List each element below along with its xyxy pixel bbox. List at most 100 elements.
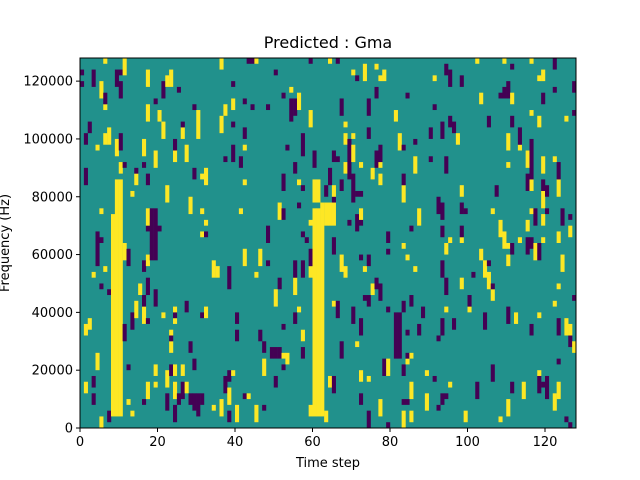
heatmap-cell <box>506 306 511 324</box>
heatmap-cell <box>355 214 360 232</box>
heatmap-cell <box>145 277 150 296</box>
heatmap-cell <box>103 266 108 272</box>
heatmap-cell <box>242 393 247 400</box>
heatmap-cell <box>180 381 185 400</box>
heatmap-cell <box>242 179 247 186</box>
heatmap-cell <box>428 156 433 163</box>
heatmap-cell <box>223 104 228 116</box>
heatmap-cell <box>223 156 228 163</box>
heatmap-cell <box>103 92 108 105</box>
heatmap-cell <box>537 115 542 128</box>
heatmap-cell <box>386 306 391 313</box>
heatmap-cell <box>366 375 371 382</box>
heatmap-cell <box>83 323 88 336</box>
heatmap-cell <box>378 399 383 417</box>
heatmap-cell <box>401 364 406 376</box>
heatmap-cell <box>343 162 348 174</box>
heatmap-cell <box>250 58 255 64</box>
heatmap-cell <box>242 144 247 151</box>
heatmap-cell <box>339 254 344 272</box>
heatmap-cell <box>525 237 530 255</box>
heatmap-cell <box>374 63 379 70</box>
heatmap-cell <box>556 318 561 336</box>
heatmap-cell <box>331 237 336 255</box>
heatmap-cell <box>552 300 557 307</box>
heatmap-cell <box>455 133 460 145</box>
heatmap-cell <box>525 219 530 232</box>
heatmap-cell <box>308 219 313 226</box>
heatmap-cell <box>80 69 85 76</box>
heatmap-cell <box>401 185 406 203</box>
heatmap-cell <box>479 92 484 105</box>
heatmap-cell <box>130 410 135 417</box>
heatmap-cell <box>235 329 240 342</box>
heatmap-cell <box>273 289 278 307</box>
heatmap-cell <box>502 231 507 249</box>
heatmap-cell <box>424 393 429 411</box>
heatmap-cell <box>525 173 530 191</box>
heatmap-cell <box>506 133 511 151</box>
heatmap-cell <box>91 393 96 405</box>
heatmap-cell <box>169 341 174 353</box>
heatmap-cell <box>289 98 294 122</box>
heatmap-cell <box>529 179 534 191</box>
heatmap-cell <box>103 58 108 64</box>
heatmap-cell <box>300 185 305 191</box>
heatmap-cell <box>91 69 96 87</box>
heatmap-cell <box>378 173 383 186</box>
heatmap-cell <box>293 260 298 278</box>
heatmap-cell <box>324 185 329 197</box>
heatmap-cell <box>541 237 546 243</box>
heatmap-cell <box>142 306 147 324</box>
heatmap-cell <box>118 179 123 417</box>
heatmap-cell <box>378 75 383 82</box>
y-tick-label: 100000 <box>23 132 73 147</box>
heatmap-cell <box>165 370 170 388</box>
heatmap-cell <box>262 404 267 411</box>
heatmap-cell <box>479 248 484 261</box>
heatmap-cell <box>564 318 569 336</box>
heatmap-cell <box>351 306 356 324</box>
heatmap-cell <box>192 104 197 111</box>
heatmap-cell <box>510 115 515 128</box>
heatmap-cell <box>87 121 92 134</box>
x-tick-label: 60 <box>304 435 321 450</box>
heatmap-cell <box>173 364 178 376</box>
heatmap-cell <box>490 364 495 382</box>
heatmap-cell <box>506 162 511 168</box>
heatmap-cell <box>359 318 364 336</box>
heatmap-cell <box>382 358 387 376</box>
heatmap-cell <box>118 69 123 76</box>
heatmap-cell <box>331 185 336 197</box>
heatmap-cell <box>490 289 495 301</box>
heatmap-cell <box>552 58 557 70</box>
heatmap-cell <box>99 283 104 290</box>
heatmap-cell <box>459 237 464 243</box>
heatmap-cell <box>192 393 197 411</box>
y-tick-label: 20000 <box>32 364 73 379</box>
heatmap-cell <box>258 248 263 267</box>
heatmap-cell <box>273 375 278 388</box>
heatmap-cell <box>324 410 329 423</box>
heatmap-cell <box>122 162 127 168</box>
heatmap-cell <box>142 138 147 157</box>
heatmap-cell <box>401 300 406 313</box>
heatmap-cell <box>362 63 367 82</box>
heatmap-cell <box>153 381 158 388</box>
heatmap-cell <box>552 156 557 163</box>
heatmap-cell <box>246 58 251 64</box>
heatmap-cell <box>316 208 321 417</box>
heatmap-cell <box>409 225 414 232</box>
heatmap-cell <box>421 306 426 319</box>
heatmap-cell <box>440 225 445 238</box>
heatmap-cell <box>568 335 573 348</box>
heatmap-cell <box>401 399 406 405</box>
heatmap-cell <box>176 393 181 405</box>
heatmap-cell <box>366 254 371 267</box>
y-tick-label: 60000 <box>32 248 73 263</box>
heatmap-cell <box>525 150 530 168</box>
heatmap-cell <box>138 283 143 296</box>
heatmap-cell <box>397 312 402 359</box>
heatmap-cell <box>107 410 112 423</box>
